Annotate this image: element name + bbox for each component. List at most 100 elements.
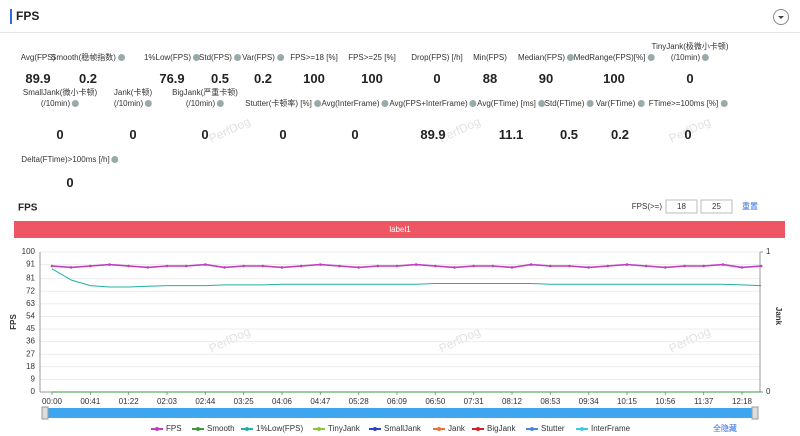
point [280,266,284,269]
help-icon[interactable] [111,156,119,164]
point [127,264,130,268]
metric-label: Stutter(卡顿率) [%] [245,98,321,109]
point [568,264,571,268]
legend-label[interactable]: Jank [448,424,466,433]
point [108,263,111,266]
point [242,264,245,268]
reset-button[interactable]: 重置 [742,201,758,211]
help-icon[interactable] [313,100,321,108]
metric-value: 0 [56,127,64,142]
help-icon[interactable] [567,54,575,62]
metric-label: FTime>=100ms [%] [649,98,728,109]
point [721,263,725,266]
help-icon[interactable] [720,100,728,108]
scroll-handle[interactable] [41,406,49,420]
help-icon[interactable] [145,100,153,108]
legend-label[interactable]: 1%Low(FPS) [256,424,303,433]
metric-label: 1%Low(FPS) [144,52,201,63]
point [319,263,322,266]
chevron [778,16,784,19]
help-icon[interactable] [276,54,284,62]
y-tick-label: 0 [31,387,36,396]
point [740,266,744,269]
y2-tick-label: 0 [766,387,771,396]
legend-label[interactable]: Stutter [541,424,565,433]
legend-label[interactable]: TinyJank [328,424,361,433]
label-band-text: label1 [389,225,411,234]
x-tick-label: 04:47 [310,397,331,406]
metric-value: 0 [351,127,359,142]
point [606,264,610,268]
metric-label: (/10min) [114,98,153,109]
point [702,264,705,268]
legend-label[interactable]: InterFrame [591,424,631,433]
metric-label: Std(FTime) [545,98,594,109]
scroll-handle[interactable] [751,406,759,420]
x-tick-label: 04:06 [272,397,293,406]
metric-value: 11.1 [498,127,524,142]
metric-value: 88 [482,71,498,86]
metric-value: 0 [66,175,74,190]
threshold-input [665,199,698,214]
help-icon[interactable] [193,54,201,62]
metric-label: FPS>=25 [%] [348,53,396,62]
help-icon[interactable] [647,54,655,62]
y-tick-label: 9 [31,375,36,384]
point [89,264,92,268]
help-icon[interactable] [233,54,241,62]
help-icon[interactable] [217,100,225,108]
help-icon[interactable] [637,100,645,108]
legend-dot [476,427,480,431]
help-icon[interactable] [117,54,125,62]
legend-label[interactable]: FPS [166,424,182,433]
metric-value: 0 [686,71,694,86]
metric-value: 90 [538,71,554,86]
metric-label: Delta(FTime)>100ms [/h] [21,154,119,165]
help-icon[interactable] [381,100,389,108]
point [549,264,552,268]
hide-all-button[interactable]: 全隐藏 [713,423,737,433]
collapse-button[interactable] [773,9,789,25]
y-tick-label: 54 [26,312,35,321]
x-tick-label: 12:18 [732,397,753,406]
metric-value: 0 [684,127,692,142]
point [587,266,590,269]
legend-label[interactable]: Smooth [207,424,235,433]
help-icon[interactable] [586,100,594,108]
y-tick-label: 27 [26,349,35,358]
y2-axis-label: Jank [774,307,783,326]
x-tick-label: 03:25 [234,397,255,406]
y-tick-label: 18 [26,362,35,371]
metric-label: MedRange(FPS)[%] [574,52,655,63]
metric-label: Drop(FPS) [/h] [411,53,463,62]
point [204,263,207,266]
threshold-value: 25 [712,202,721,211]
metric-value: 100 [603,71,625,86]
point [414,263,418,266]
metric-value: 89.9 [420,127,446,142]
metric-value: 0.2 [253,71,273,86]
legend-label[interactable]: BigJank [487,424,516,433]
metric-value: 89.9 [25,71,51,86]
legend-dot [155,427,159,431]
metric-value: 0.2 [610,127,630,142]
x-tick-label: 02:44 [195,397,216,406]
legend-dot [245,427,249,431]
y-tick-label: 81 [26,274,35,283]
series-line [51,263,762,269]
point [261,264,265,268]
metric-label: Var(FTime) [596,98,645,109]
metric-value: 100 [361,71,383,86]
help-icon[interactable] [537,100,545,108]
help-icon[interactable] [702,54,710,62]
point [338,264,341,268]
help-icon[interactable] [72,100,80,108]
legend-label[interactable]: SmallJank [384,424,422,433]
label-band [14,221,785,238]
metric-label: Jank(卡顿) [113,88,153,97]
point [510,266,514,269]
x-tick-label: 05:28 [349,397,370,406]
metric-label: (/10min) [671,52,710,63]
point [529,263,533,266]
help-icon[interactable] [469,100,477,108]
